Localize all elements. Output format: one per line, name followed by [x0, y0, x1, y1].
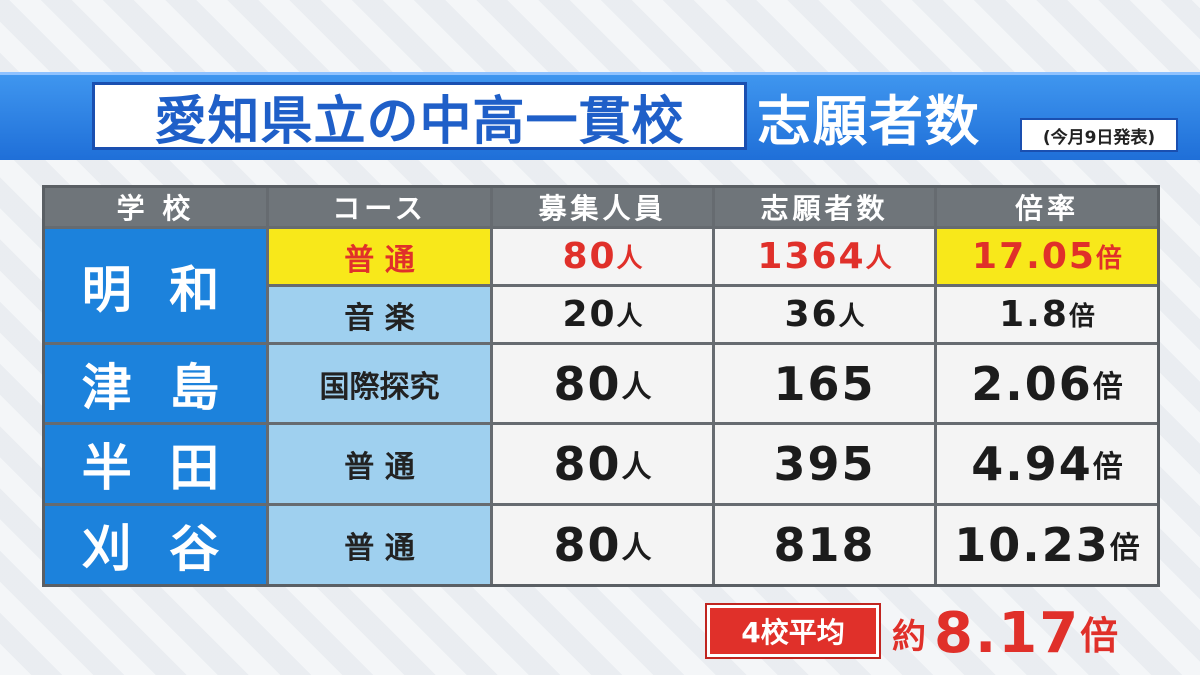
applicants-cell: 818 [715, 506, 934, 584]
capacity-cell: 80 人 [493, 506, 712, 584]
capacity-cell: 20 人 [493, 287, 712, 342]
course-cell: 普 通 [269, 425, 490, 503]
page-subtitle: 志願者数 [757, 89, 981, 153]
school-cell-meiwa: 明 和 [45, 229, 266, 342]
average-value: 8.17 [934, 601, 1081, 666]
applicants-cell: 395 [715, 425, 934, 503]
ratio-cell: 10.23 倍 [937, 506, 1157, 584]
school-cell-kariya: 刈 谷 [45, 506, 266, 584]
course-cell: 普 通 [269, 229, 490, 284]
average-prefix: 約 [892, 617, 926, 657]
page-title: 愛知県立の中高一貫校 [92, 82, 747, 152]
course-cell: 音 楽 [269, 287, 490, 342]
applicants-cell: 1364 人 [715, 229, 934, 284]
ratio-cell: 2.06 倍 [937, 345, 1157, 422]
applicants-cell: 36 人 [715, 287, 934, 342]
column-header-school: 学 校 [45, 188, 266, 226]
school-cell-tsushima: 津 島 [45, 345, 266, 422]
applicants-cell: 165 [715, 345, 934, 422]
capacity-cell: 80 人 [493, 425, 712, 503]
ratio-cell: 17.05 倍 [937, 229, 1157, 284]
column-header-applicants: 志願者数 [715, 188, 934, 226]
school-cell-handa: 半 田 [45, 425, 266, 503]
ratio-cell: 1.8 倍 [937, 287, 1157, 342]
column-header-ratio: 倍率 [937, 188, 1157, 226]
column-header-capacity: 募集人員 [493, 188, 712, 226]
capacity-cell: 80 人 [493, 345, 712, 422]
course-cell: 普 通 [269, 506, 490, 584]
capacity-cell: 80 人 [493, 229, 712, 284]
average-unit: 倍 [1080, 614, 1119, 658]
applicants-table: 学 校 コース 募集人員 志願者数 倍率 明 和 普 通 80 人 1364 人 1… [42, 185, 1160, 587]
announcement-note: (今月9日発表) [1020, 118, 1178, 152]
average-label-badge: 4校平均 [707, 605, 879, 657]
average-ratio: 約 8.17 倍 [892, 596, 1182, 666]
column-header-course: コース [269, 188, 490, 226]
course-cell: 国際探究 [269, 345, 490, 422]
ratio-cell: 4.94 倍 [937, 425, 1157, 503]
